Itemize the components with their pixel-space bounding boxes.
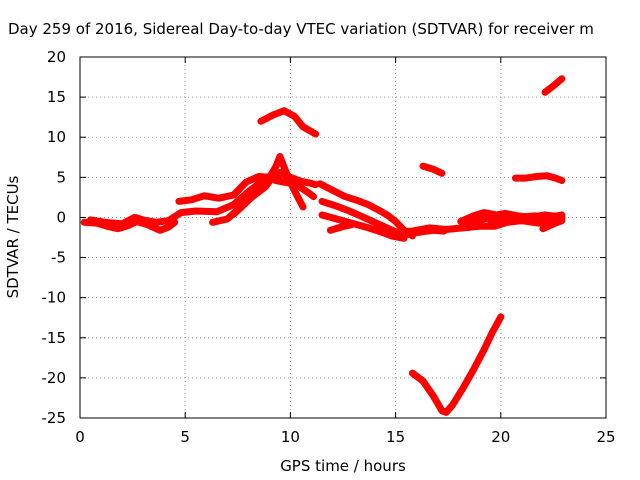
series-arc-9: [316, 180, 416, 240]
x-tick-label: 10: [281, 428, 300, 446]
series-arc-21: [408, 313, 505, 416]
x-tick-label: 0: [75, 428, 85, 446]
series-arc-3: [175, 173, 273, 205]
y-tick-label: -10: [42, 289, 67, 307]
y-tick-label: -25: [42, 409, 67, 427]
series-arc-13: [392, 213, 566, 236]
y-tick-label: -20: [42, 369, 67, 387]
x-tick-label: 20: [491, 428, 510, 446]
y-tick-label: 5: [56, 168, 66, 186]
series-arc-11: [318, 211, 408, 242]
x-tick-label: 5: [180, 428, 190, 446]
y-tick-label: 20: [47, 48, 66, 66]
x-tick-label: 25: [596, 428, 615, 446]
plot-frame: [79, 56, 607, 419]
y-tick-label: -15: [42, 329, 67, 347]
y-tick-label: 0: [56, 208, 66, 226]
chart-title: Day 259 of 2016, Sidereal Day-to-day VTE…: [8, 20, 594, 38]
series-arc-6: [265, 170, 320, 189]
series-arc-18: [419, 162, 446, 177]
x-axis-title: GPS time / hours: [280, 457, 406, 475]
data-series: [80, 75, 566, 416]
x-tick-label: 15: [386, 428, 405, 446]
y-tick-label: 15: [47, 88, 66, 106]
axes: 0 5 10 15 20 25 -25 -20 -15 -10 -5 0 5 10 15 20: [42, 48, 616, 446]
series-arc-2: [87, 173, 275, 228]
y-axis-title: SDTVAR / TECUs: [4, 175, 22, 298]
series-arc-20: [541, 75, 566, 96]
series-arc-8: [257, 107, 320, 138]
y-tick-label: 10: [47, 128, 66, 146]
grid: [80, 57, 606, 418]
series-arc-12: [326, 221, 355, 234]
series-arc-19: [512, 172, 566, 184]
series-arc-16: [486, 211, 566, 225]
series-arc-17: [539, 217, 566, 233]
series-arc-7: [272, 177, 317, 201]
y-tick-label: -5: [51, 249, 66, 267]
